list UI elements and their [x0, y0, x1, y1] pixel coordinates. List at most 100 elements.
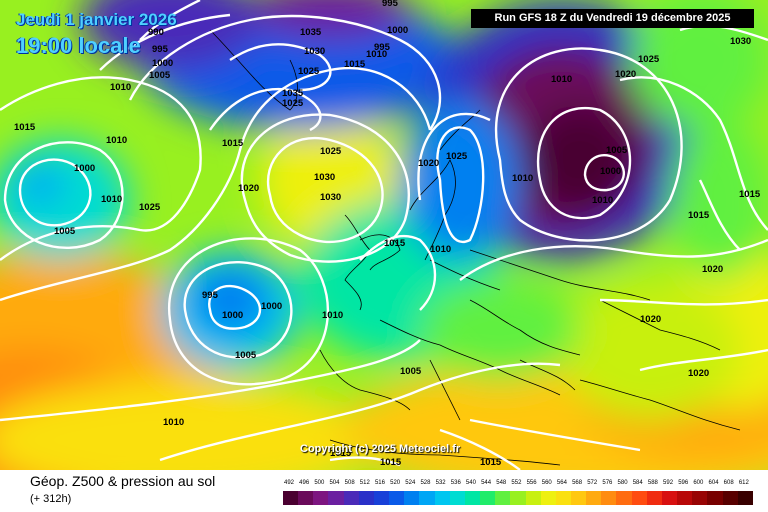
scale-label: 540: [465, 480, 476, 486]
scale-swatch: [555, 491, 571, 505]
isobar-label: 1020: [702, 264, 723, 275]
coastlines: [209, 29, 741, 466]
scale-label: 576: [602, 480, 613, 486]
scale-swatch: [570, 491, 587, 505]
scale-label: 504: [329, 480, 340, 486]
scale-swatch: [358, 491, 374, 505]
pressure-map: 995 990 995 1000 1005 1010 1035 1030 102…: [0, 0, 768, 470]
copyright-notice: Copyright (c) 2025 Meteociel.fr: [300, 443, 461, 455]
scale-swatch: [601, 491, 617, 505]
scale-label: 496: [299, 480, 310, 486]
isobar-label: 1015: [688, 210, 710, 221]
isobar-label: 1010: [512, 173, 533, 184]
scale-swatch: [722, 491, 738, 505]
scale-label: 588: [647, 480, 658, 486]
isobar-label: 1015: [380, 457, 402, 468]
isobar-label: 1010: [101, 194, 122, 205]
isobar-label: 1000: [222, 310, 243, 321]
isobar-label: 1010: [430, 244, 451, 255]
scale-label: 604: [708, 480, 719, 486]
scale-label: 568: [572, 480, 583, 486]
forecast-date: Jeudi 1 janvier 2026: [16, 10, 177, 29]
scale-label: 548: [496, 480, 507, 486]
isobar-label: 1005: [54, 226, 76, 237]
scale-label: 580: [617, 480, 628, 486]
isobar-labels: 995 990 995 1000 1005 1010 1035 1030 102…: [14, 0, 761, 468]
isobar-label: 1010: [551, 74, 572, 85]
scale-swatch: [616, 491, 632, 505]
scale-swatch: [373, 491, 390, 505]
scale-label: 520: [390, 480, 401, 486]
scale-label: 556: [526, 480, 537, 486]
isobar-label: 1000: [261, 301, 282, 312]
scale-label: 528: [420, 480, 431, 486]
scale-label: 516: [374, 480, 385, 486]
isobar-label: 1025: [446, 151, 468, 162]
isobar-label: 995: [202, 290, 219, 301]
scale-label: 560: [541, 480, 552, 486]
scale-label: 512: [359, 480, 370, 486]
isobar-label: 1005: [235, 350, 257, 361]
scale-label: 564: [556, 480, 567, 486]
isobar-label: 1000: [74, 163, 95, 174]
scale-swatch: [449, 491, 465, 505]
scale-label: 608: [723, 480, 734, 486]
scale-swatch: [586, 491, 602, 505]
scale-swatch: [343, 491, 359, 505]
scale-swatch: [313, 491, 329, 505]
isobar-label: 1010: [322, 310, 343, 321]
isobar-label: 1030: [314, 172, 335, 183]
scale-label: 592: [663, 480, 674, 486]
isobar-label: 1020: [688, 368, 709, 379]
scale-swatch: [677, 491, 693, 505]
isobar-label: 1035: [300, 27, 322, 38]
scale-label: 536: [450, 480, 461, 486]
scale-swatch: [389, 491, 405, 505]
isobar-label: 995: [374, 42, 391, 53]
map-canvas: 995 990 995 1000 1005 1010 1035 1030 102…: [0, 0, 768, 470]
scale-label: 584: [632, 480, 643, 486]
isobar-label: 1030: [304, 46, 325, 57]
isobar-label: 1035: [282, 88, 304, 99]
scale-swatch: [434, 491, 450, 505]
scale-swatch: [525, 491, 541, 505]
isobar-label: 1030: [730, 36, 751, 47]
isobar-label: 1030: [320, 192, 341, 203]
scale-label: 600: [693, 480, 704, 486]
isobar-label: 1025: [139, 202, 161, 213]
isobar-label: 1010: [163, 417, 184, 428]
isobar-label: 1005: [400, 366, 422, 377]
isobar-label: 1000: [600, 166, 621, 177]
scale-swatch: [510, 491, 526, 505]
isobar-label: 1000: [152, 58, 173, 69]
scale-label: 508: [344, 480, 355, 486]
isobar-label: 1010: [366, 49, 387, 60]
scale-label: 544: [481, 480, 492, 486]
scale-label: 532: [435, 480, 446, 486]
isobar-label: 1005: [606, 145, 628, 156]
isobar-label: 1025: [298, 66, 320, 77]
isobar-label: 995: [382, 0, 399, 9]
isobar-label: 1020: [640, 314, 661, 325]
color-scale-labels: 492 496 500 504 508 512 516 520 524 528 532 536 540 5…: [283, 480, 753, 490]
isobar-label: 1000: [387, 25, 408, 36]
model-run-banner: Run GFS 18 Z du Vendredi 19 décembre 202…: [471, 9, 754, 28]
forecast-time: 19:00 locale: [16, 33, 141, 58]
scale-swatch: [661, 491, 678, 505]
isobar-label: 1015: [330, 448, 352, 459]
isobar-label: 1025: [320, 146, 342, 157]
isobar-label: 1010: [110, 82, 131, 93]
scale-swatch: [707, 491, 723, 505]
scale-label: 612: [738, 480, 749, 486]
scale-label: 552: [511, 480, 522, 486]
scale-swatch: [646, 491, 662, 505]
scale-swatch: [495, 491, 511, 505]
isobar-label: 1015: [384, 238, 406, 249]
isobar-label: 1020: [418, 158, 439, 169]
isobar-lines: [0, 0, 768, 470]
color-scale-bar: [283, 491, 753, 505]
isobar-label: 1025: [638, 54, 660, 65]
scale-swatch: [298, 491, 314, 505]
isobar-label: 1015: [739, 189, 761, 200]
